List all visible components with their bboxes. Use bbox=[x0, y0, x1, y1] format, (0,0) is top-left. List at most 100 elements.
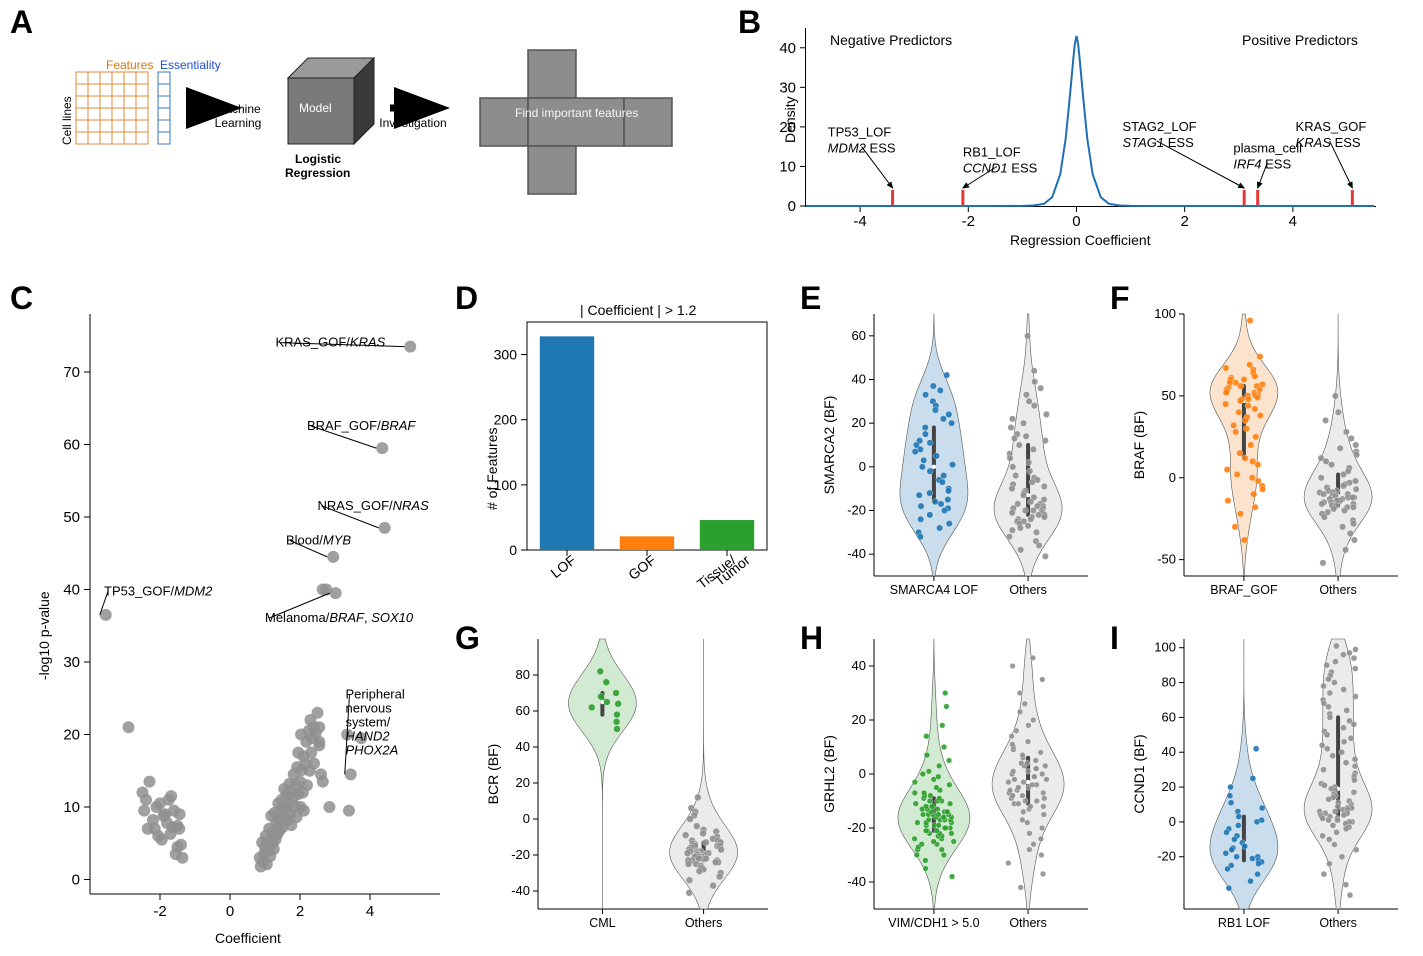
svg-text:NRAS_GOF/NRAS: NRAS_GOF/NRAS bbox=[318, 498, 430, 513]
svg-text:-20: -20 bbox=[847, 503, 866, 518]
svg-text:TP53_GOF/MDM2: TP53_GOF/MDM2 bbox=[104, 583, 213, 598]
svg-text:30: 30 bbox=[779, 79, 796, 96]
svg-text:60: 60 bbox=[63, 437, 80, 454]
svg-text:CML: CML bbox=[589, 916, 615, 930]
c-ylabel: -log10 p-value bbox=[36, 591, 52, 680]
svg-text:2: 2 bbox=[296, 903, 304, 920]
svg-text:GRHL2 (BF): GRHL2 (BF) bbox=[821, 735, 837, 813]
svg-text:BRAF_GOF/BRAF: BRAF_GOF/BRAF bbox=[307, 418, 416, 433]
svg-text:80: 80 bbox=[1162, 675, 1176, 690]
svg-text:VIM/CDH1 > 5.0: VIM/CDH1 > 5.0 bbox=[888, 916, 979, 930]
a-ml-bot: Learning bbox=[208, 116, 268, 130]
svg-text:40: 40 bbox=[852, 658, 866, 673]
svg-text:BRAF (BF): BRAF (BF) bbox=[1131, 411, 1147, 479]
panel-h-svg: -40 -20 0 20 40 GRHL2 (BF) VIM/CDH1 > 5.0 Other… bbox=[818, 625, 1108, 955]
svg-text:-40: -40 bbox=[847, 874, 866, 889]
svg-text:Others: Others bbox=[1319, 916, 1357, 930]
svg-text:RB1_LOF: RB1_LOF bbox=[963, 145, 1021, 160]
svg-text:Melanoma/BRAF, SOX10: Melanoma/BRAF, SOX10 bbox=[265, 610, 414, 625]
svg-text:SMARCA2 (BF): SMARCA2 (BF) bbox=[821, 396, 837, 495]
svg-text:40: 40 bbox=[63, 582, 80, 599]
svg-text:0: 0 bbox=[226, 903, 234, 920]
svg-text:KRAS ESS: KRAS ESS bbox=[1296, 135, 1361, 150]
figure-root: A B C D E F G H I Features Essentiality … bbox=[0, 0, 1423, 956]
a-features-label: Features bbox=[106, 58, 153, 72]
svg-text:IRF4 ESS: IRF4 ESS bbox=[1233, 157, 1291, 172]
svg-text:0: 0 bbox=[523, 811, 530, 826]
svg-text:60: 60 bbox=[852, 328, 866, 343]
svg-text:SMARCA4 LOF: SMARCA4 LOF bbox=[890, 583, 979, 597]
svg-text:Peripheral: Peripheral bbox=[346, 686, 405, 701]
svg-text:20: 20 bbox=[63, 727, 80, 744]
a-model-label: Model bbox=[299, 101, 332, 115]
svg-text:0: 0 bbox=[509, 542, 517, 558]
svg-text:4: 4 bbox=[366, 903, 374, 920]
a-ml-top: Machine bbox=[208, 102, 268, 116]
svg-text:CCND1 (BF): CCND1 (BF) bbox=[1131, 734, 1147, 813]
svg-text:50: 50 bbox=[63, 509, 80, 526]
svg-text:0: 0 bbox=[1072, 213, 1080, 230]
d-title: | Coefficient | > 1.2 bbox=[580, 302, 696, 318]
svg-text:0: 0 bbox=[1169, 470, 1176, 485]
svg-text:0: 0 bbox=[1169, 814, 1176, 829]
svg-text:40: 40 bbox=[852, 372, 866, 387]
a-find-label: Find important features bbox=[515, 106, 638, 120]
svg-text:0: 0 bbox=[788, 198, 796, 215]
b-pos-label: Positive Predictors bbox=[1242, 32, 1358, 48]
svg-text:Others: Others bbox=[1009, 916, 1047, 930]
panel-a-svg bbox=[10, 20, 730, 260]
panel-label-i: I bbox=[1110, 620, 1119, 657]
svg-text:LOF: LOF bbox=[548, 552, 579, 581]
svg-text:STAG2_LOF: STAG2_LOF bbox=[1122, 119, 1196, 134]
svg-text:BRAF_GOF: BRAF_GOF bbox=[1210, 583, 1278, 597]
panel-b-svg: -4-2024010203040TP53_LOFMDM2 ESSRB1_LOFC… bbox=[770, 12, 1380, 262]
svg-text:nervous: nervous bbox=[346, 700, 393, 715]
svg-text:Others: Others bbox=[1319, 583, 1357, 597]
b-neg-label: Negative Predictors bbox=[830, 32, 952, 48]
svg-text:PHOX2A: PHOX2A bbox=[346, 742, 399, 757]
svg-text:plasma_cell: plasma_cell bbox=[1233, 141, 1302, 156]
svg-text:STAG1 ESS: STAG1 ESS bbox=[1122, 135, 1194, 150]
svg-text:40: 40 bbox=[779, 40, 796, 57]
svg-text:4: 4 bbox=[1289, 213, 1297, 230]
svg-text:MDM2 ESS: MDM2 ESS bbox=[828, 141, 896, 156]
svg-text:60: 60 bbox=[1162, 709, 1176, 724]
svg-text:-20: -20 bbox=[1157, 849, 1176, 864]
svg-text:Blood/MYB: Blood/MYB bbox=[286, 533, 351, 548]
panel-g-svg: -40-20020406080BCR (BF)CMLOthers bbox=[470, 625, 790, 955]
svg-text:20: 20 bbox=[852, 712, 866, 727]
a-logreg-top: Logistic bbox=[295, 152, 341, 166]
svg-text:Others: Others bbox=[685, 916, 723, 930]
svg-text:-2: -2 bbox=[153, 903, 166, 920]
c-xlabel: Coefficient bbox=[215, 930, 281, 946]
svg-text:-20: -20 bbox=[847, 820, 866, 835]
b-xlabel: Regression Coefficient bbox=[1010, 232, 1151, 248]
svg-text:200: 200 bbox=[494, 412, 518, 428]
svg-text:0: 0 bbox=[72, 872, 80, 889]
svg-text:100: 100 bbox=[1154, 640, 1176, 655]
svg-text:70: 70 bbox=[63, 364, 80, 381]
svg-text:KRAS_GOF: KRAS_GOF bbox=[1296, 119, 1367, 134]
d-ylabel: # of Features bbox=[484, 428, 500, 511]
panel-label-b: B bbox=[738, 4, 761, 41]
svg-text:20: 20 bbox=[1162, 779, 1176, 794]
svg-text:-40: -40 bbox=[847, 546, 866, 561]
svg-text:0: 0 bbox=[859, 766, 866, 781]
svg-text:20: 20 bbox=[852, 415, 866, 430]
a-inv-bot: Investigation bbox=[373, 116, 453, 130]
a-ess-label: Essentiality bbox=[160, 58, 221, 72]
svg-text:10: 10 bbox=[63, 799, 80, 816]
panel-d-svg: 0100200300LOFGOFTissue/Tumor bbox=[475, 300, 795, 610]
a-celllines-label: Cell lines bbox=[60, 96, 74, 145]
panel-i-svg: -20 0 20 40 60 80 100 CCND1 (BF) RB1 LOF Others bbox=[1128, 625, 1418, 955]
panel-e-svg: -40-200204060SMARCA2 (BF)SMARCA4 LOFOthe… bbox=[818, 300, 1108, 620]
svg-text:300: 300 bbox=[494, 347, 518, 363]
panel-f-svg: -50050100BRAF (BF)BRAF_GOFOthers bbox=[1128, 300, 1418, 620]
svg-text:system/: system/ bbox=[346, 714, 391, 729]
svg-text:-40: -40 bbox=[511, 883, 530, 898]
svg-text:KRAS_GOF/KRAS: KRAS_GOF/KRAS bbox=[276, 335, 386, 350]
svg-text:-2: -2 bbox=[962, 213, 975, 230]
svg-text:RB1 LOF: RB1 LOF bbox=[1218, 916, 1270, 930]
svg-text:0: 0 bbox=[859, 459, 866, 474]
svg-text:40: 40 bbox=[1162, 744, 1176, 759]
